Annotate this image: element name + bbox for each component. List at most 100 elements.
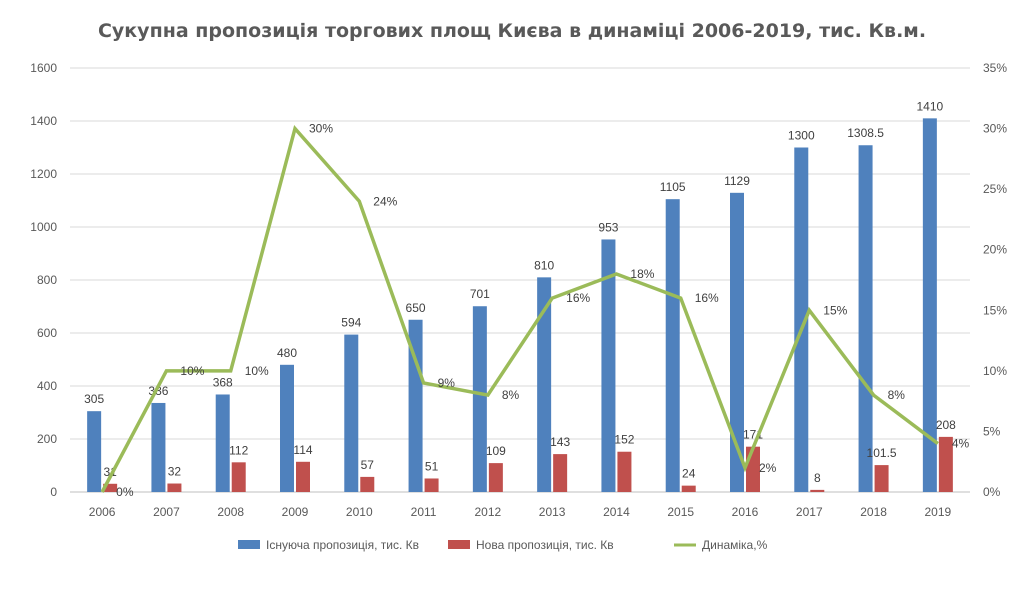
bar-data-label: 51 [425, 459, 439, 473]
line-data-label: 18% [630, 267, 654, 281]
bar [103, 483, 118, 492]
x-tick-label: 2010 [346, 505, 373, 519]
bar [408, 319, 423, 492]
bar-data-label: 480 [277, 346, 297, 360]
bar-data-label: 8 [814, 471, 821, 485]
bar-data-label: 57 [361, 458, 375, 472]
bar-data-label: 109 [486, 444, 506, 458]
y-right-tick-label: 15% [983, 303, 1007, 317]
line-data-label: 30% [309, 122, 333, 136]
y-right-tick-label: 10% [983, 364, 1007, 378]
y-right-tick-label: 25% [983, 182, 1007, 196]
bar [858, 145, 873, 492]
legend-swatch [238, 540, 260, 549]
bar-data-label: 1300 [788, 129, 815, 143]
y-left-tick-label: 1400 [30, 114, 57, 128]
bar [424, 478, 439, 492]
x-tick-label: 2019 [925, 505, 952, 519]
bar [167, 483, 182, 492]
bar-data-label: 143 [550, 435, 570, 449]
x-tick-label: 2006 [89, 505, 116, 519]
bar [553, 454, 568, 492]
line-data-label: 10% [245, 364, 269, 378]
bar [922, 118, 937, 492]
x-tick-label: 2013 [539, 505, 566, 519]
bar [280, 364, 294, 492]
x-tick-label: 2008 [217, 505, 244, 519]
bar-data-label: 114 [293, 443, 312, 457]
bar [874, 465, 889, 492]
x-tick-label: 2014 [603, 505, 630, 519]
bar-data-label: 1129 [724, 174, 750, 188]
y-right-tick-label: 20% [983, 243, 1007, 257]
bar-data-label: 368 [213, 375, 233, 389]
x-tick-label: 2012 [475, 505, 502, 519]
legend-label: Існуюча пропозиція, тис. Кв [266, 538, 419, 552]
bar [231, 462, 246, 492]
bar [617, 451, 632, 492]
bar-data-label: 1308.5 [847, 126, 884, 140]
y-left-tick-label: 600 [37, 326, 57, 340]
bar [87, 411, 102, 492]
line-data-label: 24% [373, 194, 397, 208]
x-tick-label: 2017 [796, 505, 823, 519]
bar [665, 199, 680, 493]
bar-data-label: 208 [936, 418, 956, 432]
bar-data-label: 810 [534, 258, 554, 272]
bar [938, 436, 953, 492]
legend-label: Нова пропозиція, тис. Кв [476, 538, 614, 552]
chart-title: Сукупна пропозиція торгових площ Києва в… [97, 20, 927, 42]
y-left-tick-label: 800 [37, 273, 57, 287]
line-data-label: 0% [116, 485, 134, 499]
line-data-label: 8% [888, 388, 906, 402]
bar-data-label: 101.5 [867, 446, 897, 460]
x-tick-label: 2011 [411, 505, 437, 519]
bar [360, 476, 375, 492]
line-data-label: 15% [823, 303, 847, 317]
bar [681, 485, 696, 492]
y-left-tick-label: 400 [37, 379, 57, 393]
bar [215, 394, 230, 492]
x-tick-label: 2016 [732, 505, 759, 519]
bar-data-label: 32 [168, 465, 182, 479]
legend-swatch [448, 540, 470, 549]
line-data-label: 8% [502, 388, 520, 402]
y-right-tick-label: 0% [983, 485, 1001, 499]
bar-data-label: 305 [84, 392, 104, 406]
x-tick-label: 2018 [860, 505, 887, 519]
bar-data-label: 594 [341, 316, 361, 330]
y-left-tick-label: 1200 [30, 167, 57, 181]
line-data-label: 9% [438, 376, 456, 390]
bar [472, 306, 487, 492]
y-right-tick-label: 35% [983, 61, 1007, 75]
bar-data-label: 112 [229, 443, 248, 457]
line-data-label: 4% [952, 437, 970, 451]
bar [794, 147, 809, 492]
bar [151, 402, 166, 492]
bar [537, 277, 552, 492]
bar-data-label: 152 [614, 433, 634, 447]
y-right-tick-label: 30% [983, 122, 1007, 136]
bar [296, 461, 310, 492]
bar [601, 239, 616, 492]
bar-data-label: 650 [406, 301, 426, 315]
bar [730, 192, 744, 492]
x-tick-label: 2009 [282, 505, 309, 519]
line-data-label: 16% [695, 291, 719, 305]
y-left-tick-label: 1000 [30, 220, 57, 234]
line-series [100, 124, 939, 493]
bar [488, 463, 503, 492]
y-left-tick-label: 1600 [30, 61, 57, 75]
bar-data-label: 24 [682, 467, 696, 481]
line-data-label: 10% [180, 364, 204, 378]
y-right-tick-label: 5% [983, 424, 1001, 438]
line-data-label: 2% [759, 461, 777, 475]
x-tick-label: 2007 [153, 505, 180, 519]
bar [746, 446, 760, 492]
x-tick-label: 2015 [667, 505, 694, 519]
bar-data-label: 953 [598, 220, 618, 234]
legend-label: Динаміка,% [702, 538, 768, 552]
y-left-tick-label: 0 [50, 485, 57, 499]
bar [344, 334, 359, 492]
